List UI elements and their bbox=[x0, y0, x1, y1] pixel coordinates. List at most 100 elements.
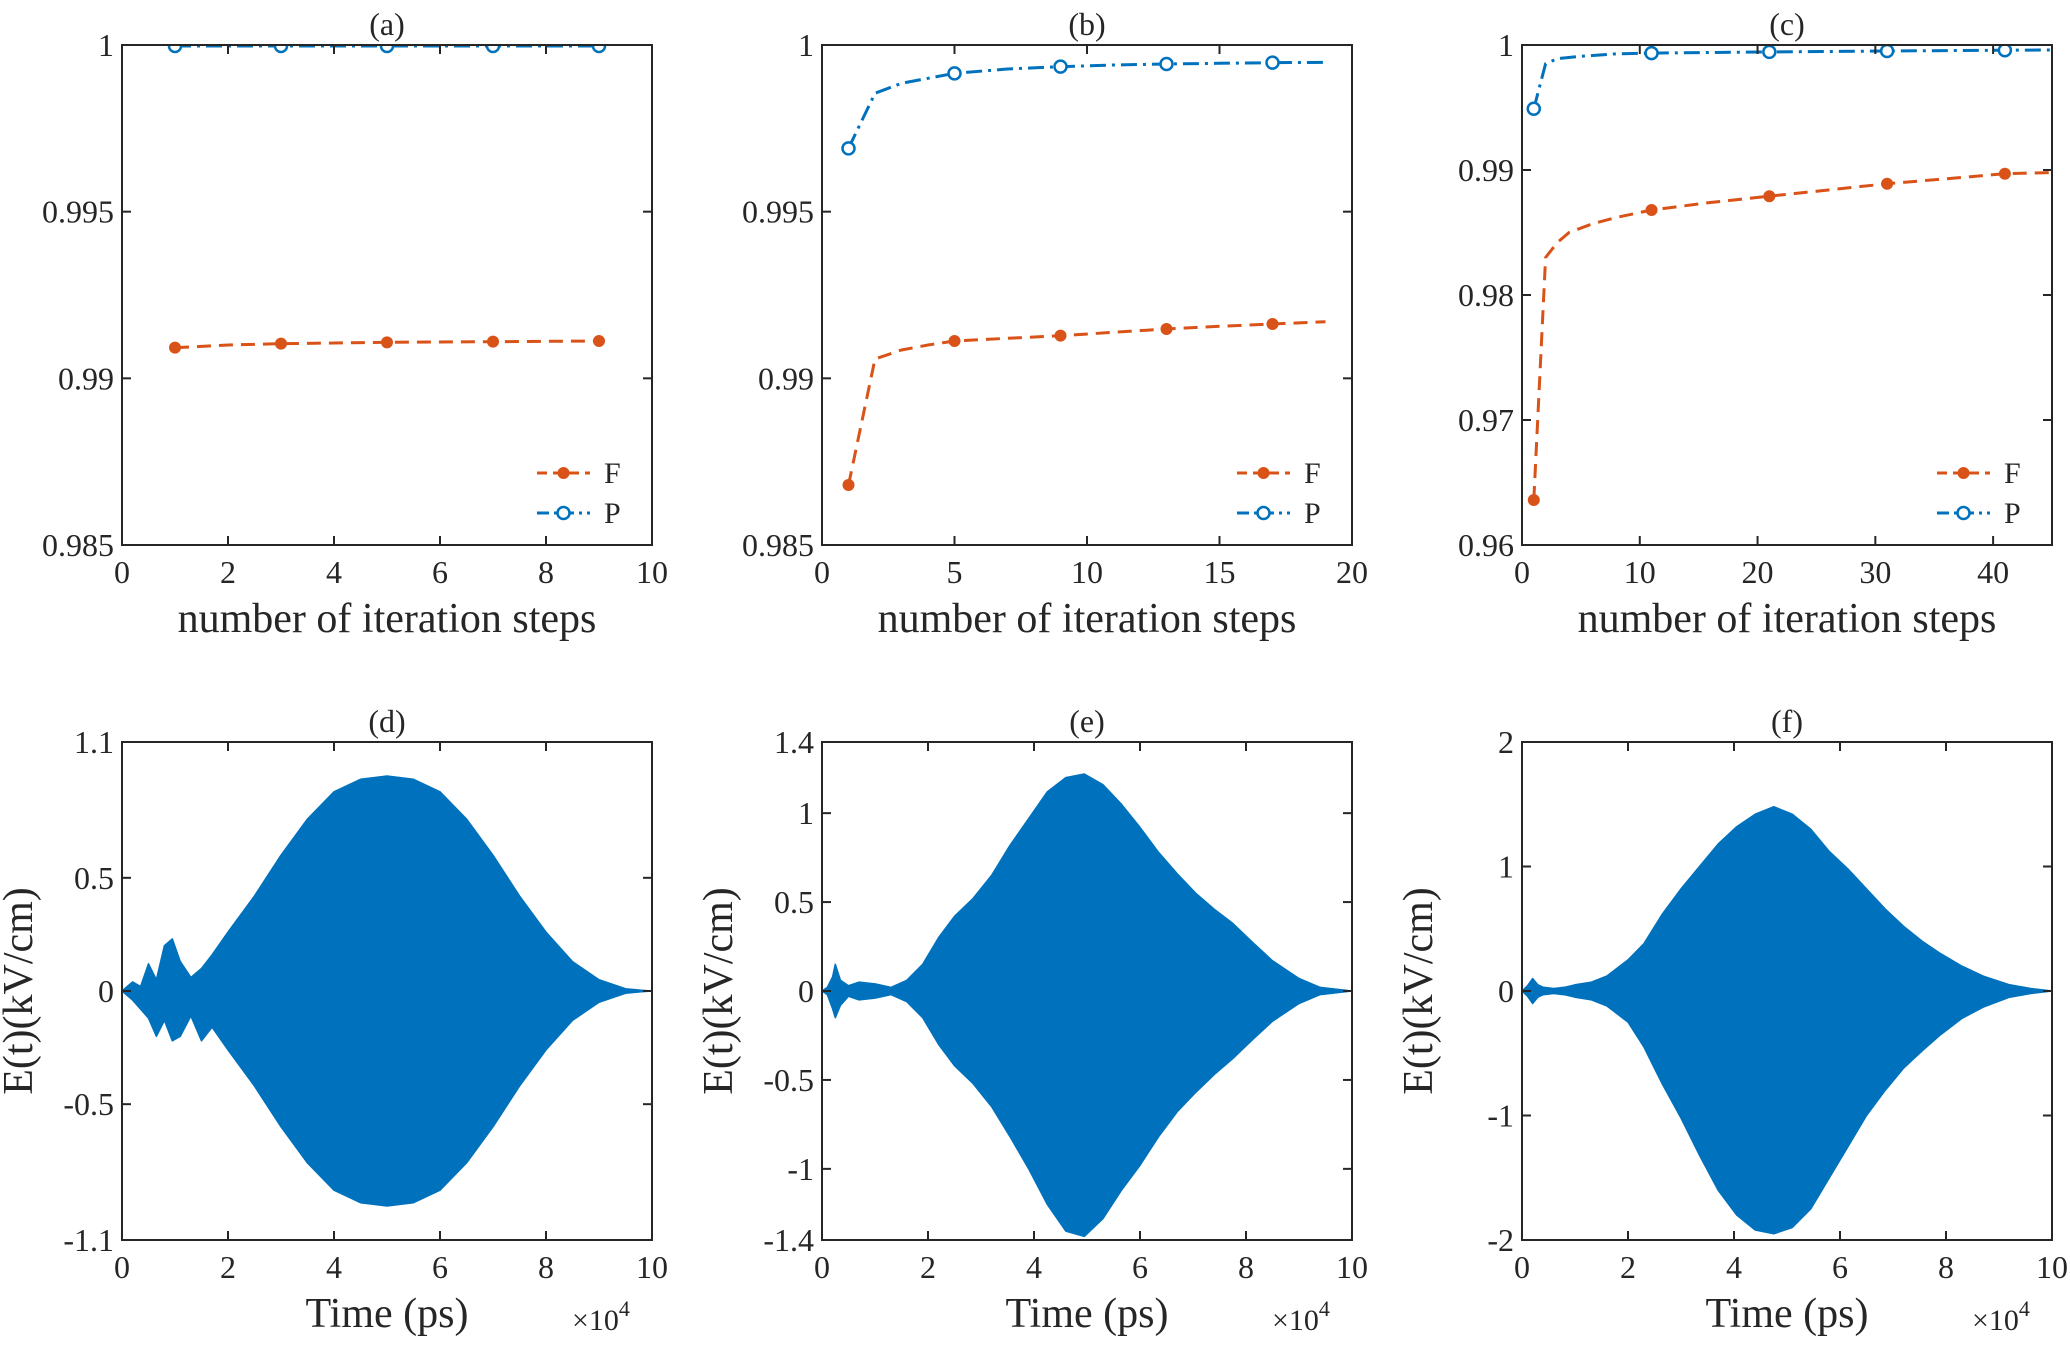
marker-P bbox=[947, 66, 962, 81]
legend-label-F: F bbox=[1304, 457, 1321, 490]
legend-label-P: P bbox=[2004, 497, 2021, 530]
marker-P bbox=[1879, 45, 1895, 59]
x-axis-label: Time (ps) bbox=[1006, 1291, 1169, 1337]
y-axis-label: E(t)(kV/cm) bbox=[696, 887, 742, 1095]
x-tick-label: 6 bbox=[1132, 1249, 1148, 1285]
x-tick-label: 5 bbox=[947, 554, 963, 590]
legend-marker-F bbox=[1957, 467, 1970, 479]
y-tick-label: 0.96 bbox=[1458, 527, 1514, 563]
plot-area bbox=[122, 45, 652, 545]
x-tick-label: 10 bbox=[2036, 1249, 2068, 1285]
legend-label-P: P bbox=[1304, 497, 1321, 530]
x-axis-label: Time (ps) bbox=[306, 1291, 469, 1337]
y-tick-label: 1 bbox=[798, 27, 814, 63]
x-tick-label: 15 bbox=[1204, 554, 1236, 590]
marker-P bbox=[1265, 55, 1280, 70]
marker-F bbox=[1054, 329, 1067, 342]
marker-F bbox=[1998, 167, 2011, 180]
y-tick-label: 1.1 bbox=[74, 724, 114, 760]
y-tick-label: 0.985 bbox=[742, 527, 814, 563]
x-axis-label: Time (ps) bbox=[1706, 1291, 1869, 1337]
y-tick-label: -1.4 bbox=[763, 1222, 814, 1258]
panel-title: (c) bbox=[1769, 6, 1805, 42]
plot-area bbox=[1522, 45, 2052, 545]
series-line-F bbox=[174, 339, 600, 350]
plot-content bbox=[122, 775, 652, 1207]
x-exponent-power: 4 bbox=[1319, 1296, 1330, 1321]
marker-F bbox=[487, 335, 499, 348]
panel-title: (e) bbox=[1069, 703, 1105, 739]
panel-title: (d) bbox=[368, 703, 405, 739]
signal-envelope bbox=[1522, 805, 2052, 1235]
y-tick-label: 0.985 bbox=[42, 527, 114, 563]
y-tick-label: 0.5 bbox=[774, 884, 814, 920]
y-tick-label: 0.5 bbox=[74, 860, 114, 896]
y-tick-label: 0.98 bbox=[1458, 277, 1514, 313]
x-tick-label: 2 bbox=[220, 1249, 236, 1285]
y-axis-label: E(t)(kV/cm) bbox=[1396, 887, 1442, 1095]
x-tick-label: 0 bbox=[814, 554, 830, 590]
y-tick-label: 0 bbox=[1498, 973, 1514, 1009]
marker-F bbox=[1160, 323, 1173, 335]
marker-P bbox=[1997, 45, 2013, 58]
y-tick-label: 0 bbox=[98, 973, 114, 1009]
x-tick-label: 10 bbox=[1336, 1249, 1368, 1285]
x-tick-label: 2 bbox=[220, 554, 236, 590]
y-tick-label: 0.995 bbox=[42, 194, 114, 230]
panel-a: 0 2 4 6 8 10 0.985 0.99 0.995 1 (a) number of itera… bbox=[42, 6, 668, 642]
y-tick-label: 1 bbox=[1498, 849, 1514, 885]
legend: FP bbox=[1237, 457, 1321, 530]
x-tick-label: 0 bbox=[114, 1249, 130, 1285]
x-tick-label: 10 bbox=[1071, 554, 1103, 590]
y-tick-label: -1 bbox=[787, 1151, 814, 1187]
plot-content bbox=[841, 55, 1326, 491]
x-tick-label: 20 bbox=[1336, 554, 1368, 590]
x-axis-label: number of iteration steps bbox=[178, 596, 597, 642]
x-exponent-label: ×104 bbox=[1972, 1296, 2030, 1337]
y-tick-label: -0.5 bbox=[63, 1086, 114, 1122]
panel-d: 0 2 4 6 8 10 -1.1 -0.5 0 0.5 1.1 (d) Time (ps) E(t)(k… bbox=[0, 703, 668, 1337]
x-tick-label: 10 bbox=[1624, 554, 1656, 590]
x-tick-label: 2 bbox=[1620, 1249, 1636, 1285]
legend-marker-P bbox=[1256, 505, 1271, 521]
y-tick-label: 0 bbox=[798, 973, 814, 1009]
marker-F bbox=[1645, 204, 1658, 216]
x-exponent-label: ×104 bbox=[1272, 1296, 1330, 1337]
x-tick-label: 4 bbox=[1026, 1249, 1042, 1285]
marker-F bbox=[381, 336, 393, 349]
series-line-F bbox=[1532, 171, 2052, 501]
y-tick-label: 1 bbox=[1498, 27, 1514, 63]
x-axis-label: number of iteration steps bbox=[1578, 596, 1997, 642]
legend-marker-P bbox=[556, 505, 571, 521]
series-line-F bbox=[847, 320, 1326, 486]
marker-F bbox=[1763, 190, 1776, 203]
x-tick-label: 6 bbox=[432, 1249, 448, 1285]
marker-P bbox=[1762, 45, 1777, 60]
x-tick-label: 40 bbox=[1977, 554, 2009, 590]
y-tick-label: 1 bbox=[98, 27, 114, 63]
y-tick-label: -1.1 bbox=[63, 1222, 114, 1258]
x-tick-label: 6 bbox=[1832, 1249, 1848, 1285]
legend-label-F: F bbox=[2004, 457, 2021, 490]
x-tick-label: 0 bbox=[1514, 554, 1530, 590]
x-tick-label: 30 bbox=[1859, 554, 1891, 590]
marker-F bbox=[1527, 494, 1540, 506]
x-exponent-power: 4 bbox=[619, 1296, 630, 1321]
legend: FP bbox=[1937, 457, 2021, 530]
x-tick-label: 8 bbox=[538, 554, 554, 590]
marker-F bbox=[1266, 318, 1279, 330]
y-tick-label: -1 bbox=[1487, 1098, 1514, 1134]
x-tick-label: 0 bbox=[814, 1249, 830, 1285]
x-axis-label: number of iteration steps bbox=[878, 596, 1297, 642]
x-exponent-label: ×104 bbox=[572, 1296, 630, 1337]
x-tick-label: 4 bbox=[326, 1249, 342, 1285]
y-tick-label: 0.99 bbox=[1458, 152, 1514, 188]
signal-envelope bbox=[822, 773, 1352, 1238]
legend-marker-P bbox=[1956, 505, 1971, 521]
axes-box bbox=[121, 44, 653, 546]
panel-c: 0 10 20 30 40 0.96 0.97 0.98 0.99 1 (c) number of i… bbox=[1458, 6, 2053, 642]
marker-P bbox=[1526, 101, 1542, 116]
x-exponent-base: ×10 bbox=[1272, 1304, 1319, 1337]
